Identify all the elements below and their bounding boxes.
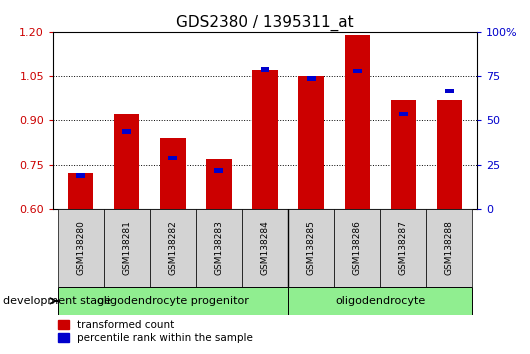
Bar [58, 287, 288, 315]
Bar [307, 76, 315, 81]
Bar [196, 209, 242, 287]
Text: development stage: development stage [3, 296, 111, 306]
Text: GSM138280: GSM138280 [76, 220, 85, 275]
Bar [380, 209, 426, 287]
Bar [206, 159, 232, 209]
Bar [399, 112, 408, 116]
Bar [261, 67, 269, 72]
Bar [160, 138, 186, 209]
Text: GSM138286: GSM138286 [352, 220, 361, 275]
Bar [76, 173, 85, 178]
Text: GSM138281: GSM138281 [122, 220, 131, 275]
Bar [104, 209, 150, 287]
Legend: transformed count, percentile rank within the sample: transformed count, percentile rank withi… [58, 320, 253, 343]
Bar [391, 100, 416, 209]
Text: GSM138287: GSM138287 [399, 220, 408, 275]
Bar [298, 76, 324, 209]
Bar [445, 88, 454, 93]
Bar [150, 209, 196, 287]
Bar [437, 100, 462, 209]
Bar [288, 209, 334, 287]
Text: GSM138285: GSM138285 [306, 220, 315, 275]
Bar [426, 209, 472, 287]
Bar [334, 209, 380, 287]
Bar [122, 129, 131, 134]
Bar [169, 156, 177, 160]
Bar [242, 209, 288, 287]
Bar [344, 35, 370, 209]
Bar [252, 70, 278, 209]
Bar [353, 69, 361, 74]
Bar [215, 168, 223, 173]
Title: GDS2380 / 1395311_at: GDS2380 / 1395311_at [176, 14, 354, 30]
Text: GSM138282: GSM138282 [169, 221, 178, 275]
Text: GSM138283: GSM138283 [215, 220, 224, 275]
Text: GSM138288: GSM138288 [445, 220, 454, 275]
Bar [58, 209, 104, 287]
Text: oligodendrocyte: oligodendrocyte [335, 296, 426, 306]
Bar [68, 173, 93, 209]
Bar [114, 114, 139, 209]
Text: GSM138284: GSM138284 [261, 221, 269, 275]
Bar [288, 287, 472, 315]
Text: oligodendrocyte progenitor: oligodendrocyte progenitor [97, 296, 249, 306]
